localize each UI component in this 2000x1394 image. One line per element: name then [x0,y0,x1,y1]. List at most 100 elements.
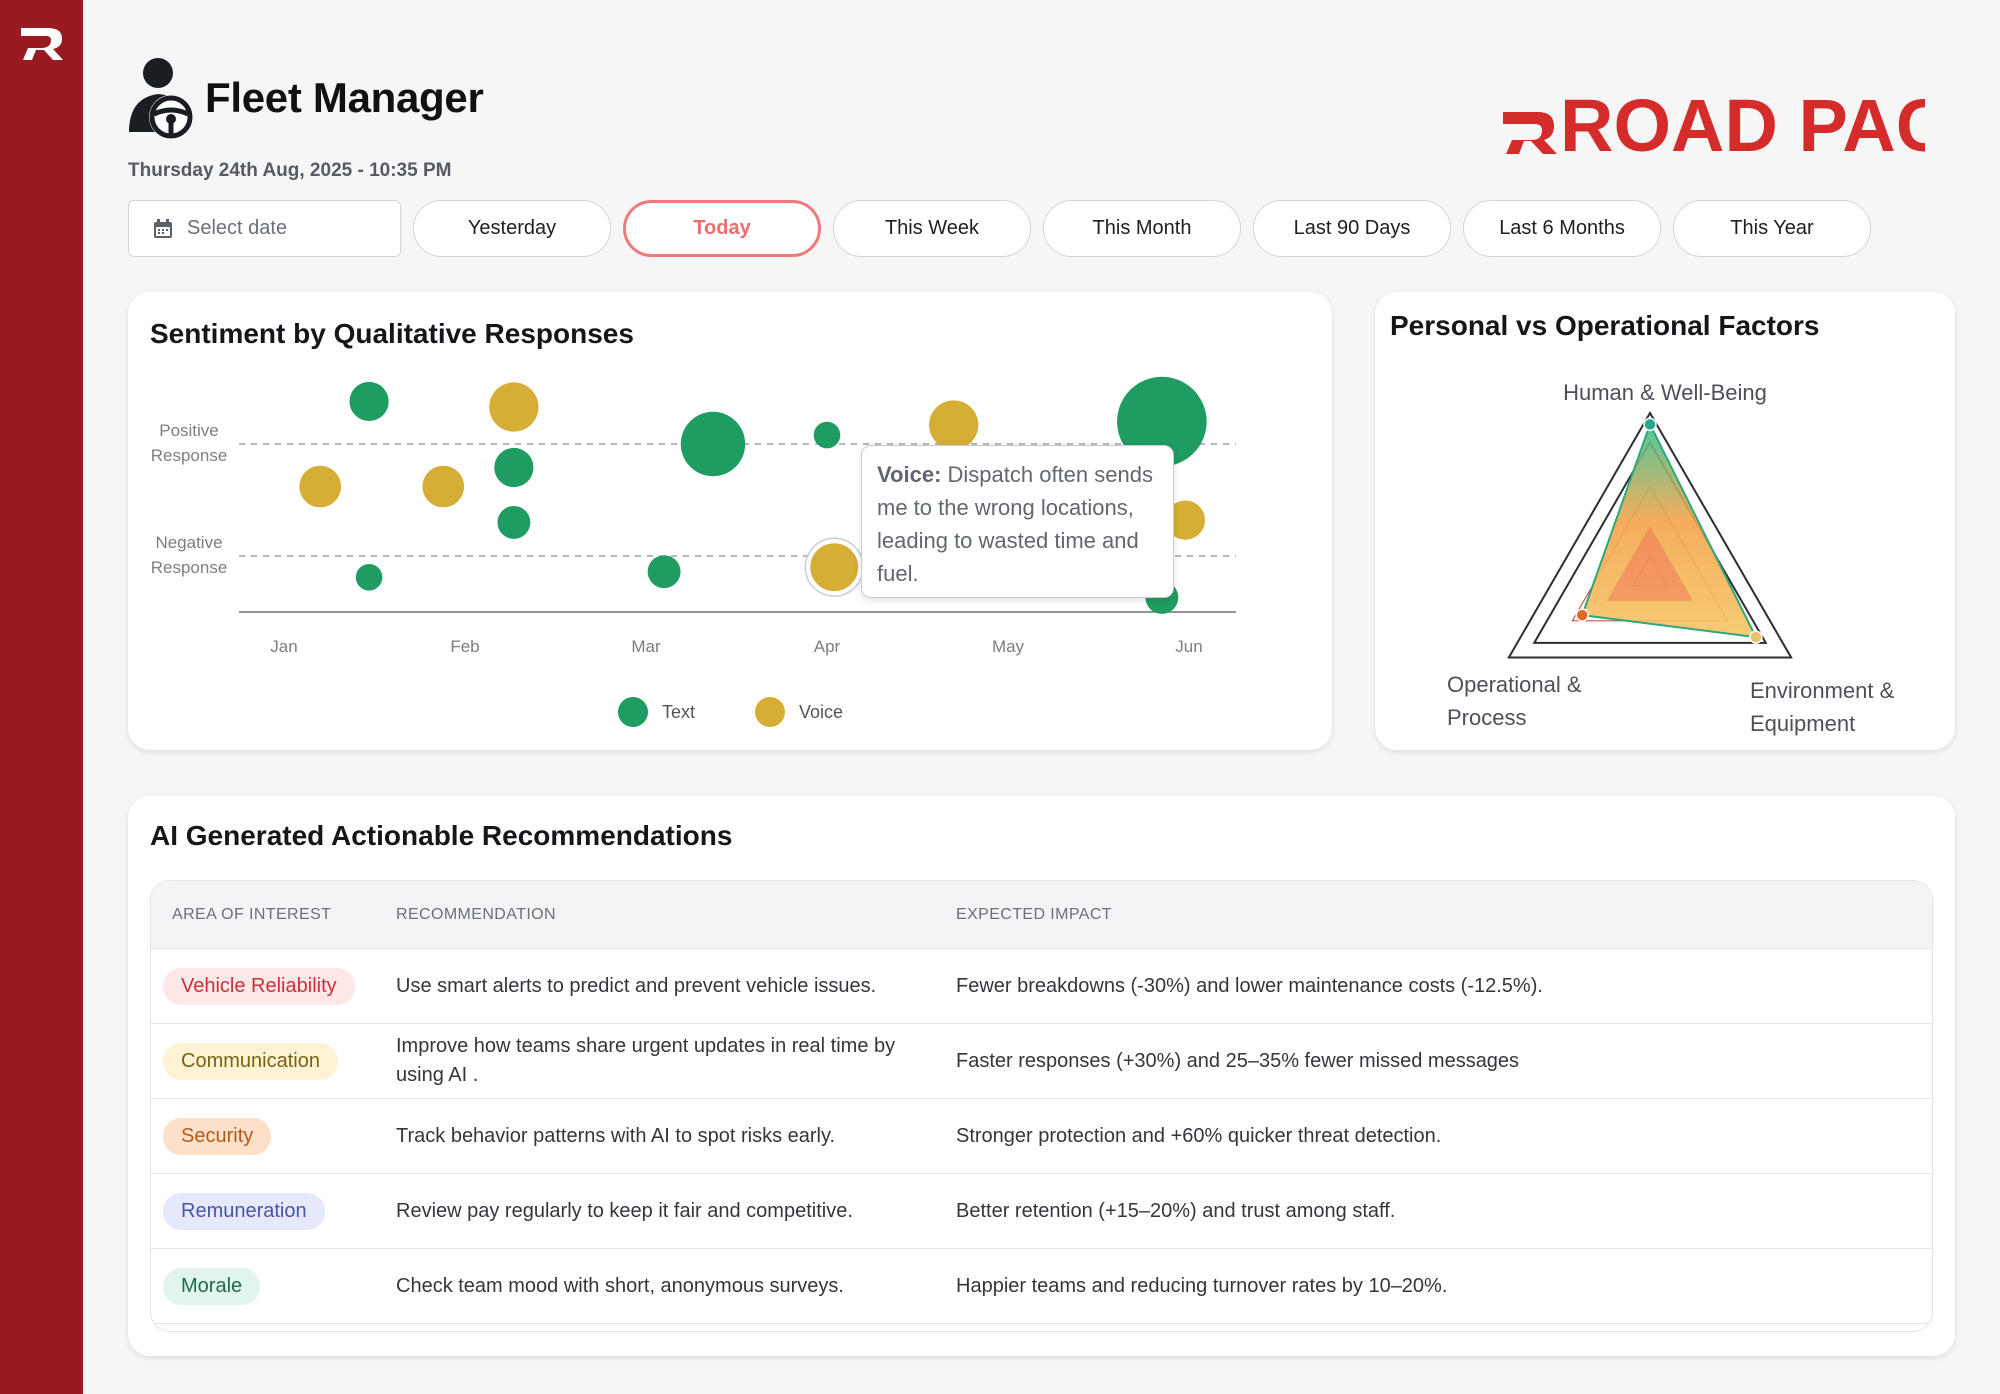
impact-cell: Stronger protection and +60% quicker thr… [956,1124,1442,1147]
legend-text-swatch [618,697,648,727]
filter-today[interactable]: Today [623,200,821,257]
brand-name: ROAD PACT [1560,88,1925,156]
y-tick-label: Negative Response [151,533,228,577]
date-picker-input[interactable]: Select date [128,200,401,257]
radar-axis-label: Environment & Equipment [1750,678,1895,736]
area-badge: Morale [163,1267,261,1305]
radar-axis-label-line: Equipment [1750,711,1855,736]
filter-yesterday[interactable]: Yesterday [413,200,611,257]
sentiment-card: Sentiment by Qualitative Responses Posit… [128,292,1332,750]
table-row[interactable]: Communication Improve how teams share urg… [151,1024,1932,1099]
area-cell: Morale [151,1267,396,1305]
legend-voice-swatch [755,697,786,727]
recommendation-cell: Improve how teams share urgent updates i… [396,1035,896,1086]
area-badge: Security [163,1117,272,1155]
voice-response-point[interactable] [422,465,465,508]
radar-data-area [1580,421,1758,639]
app-logo-icon[interactable] [18,20,66,62]
impact-cell: Happier teams and reducing turnover rate… [956,1274,1448,1297]
radar-axis-label: Human & Well-Being [1563,380,1767,405]
sidebar [0,0,83,1394]
text-response-point[interactable] [680,411,746,477]
page-header: Fleet Manager [127,54,484,142]
area-cell: Communication [151,1042,396,1080]
x-tick-label: Apr [814,637,841,656]
page-title: Fleet Manager [205,74,484,121]
radar-axis-label-line: Process [1447,705,1526,730]
table-row[interactable]: Remuneration Review pay regularly to keep… [151,1174,1932,1249]
chart-tooltip: Voice: Dispatch often sends me to the wr… [861,445,1174,598]
radar-axis-label-line: Environment & [1750,678,1895,703]
date-filter-bar: Select date Yesterday Today This Week Th… [128,200,1883,257]
legend-voice-label: Voice [799,701,844,722]
header-area: AREA OF INTEREST [172,905,332,923]
text-response-point[interactable] [813,421,841,449]
tooltip-text: Dispatch often sends me to the wrong loc… [877,462,1153,586]
table-row[interactable]: Security Track behavior patterns with AI … [151,1099,1932,1174]
text-response-point[interactable] [647,555,681,589]
filter-this-month[interactable]: This Month [1043,200,1241,257]
x-tick-label: Feb [450,637,479,656]
radar-data-point[interactable] [1749,630,1763,644]
current-datetime: Thursday 24th Aug, 2025 - 10:35 PM [128,160,452,181]
voice-response-point[interactable] [929,400,979,450]
radar-inner-area [1607,527,1693,601]
table-row[interactable]: Morale Check team mood with short, anonym… [151,1249,1932,1324]
area-cell: Security [151,1117,396,1155]
x-tick-label: Jun [1175,637,1202,656]
sentiment-title: Sentiment by Qualitative Responses [150,318,634,349]
tooltip-label: Voice: [877,462,942,487]
driver-icon [129,58,193,139]
y-tick-label: Positive Response [151,421,228,465]
voice-response-point[interactable] [299,465,342,508]
recommendation-cell: Review pay regularly to keep it fair and… [396,1199,853,1222]
calendar-icon [154,218,172,238]
radar-data-point[interactable] [1643,417,1657,432]
voice-response-point[interactable] [806,539,863,596]
sentiment-scatter-chart: Positive Response Negative Response Jan Feb Ma… [151,376,1236,656]
x-tick-label: Mar [631,637,661,656]
filter-this-year[interactable]: This Year [1673,200,1871,257]
area-badge: Vehicle Reliability [163,967,355,1005]
header-impact: EXPECTED IMPACT [956,905,1112,923]
filter-last-6-months[interactable]: Last 6 Months [1463,200,1661,257]
impact-cell: Faster responses (+30%) and 25–35% fewer… [956,1049,1520,1072]
legend-text-label: Text [662,701,696,722]
recommendation-cell: Track behavior patterns with AI to spot … [396,1124,836,1147]
text-response-point[interactable] [497,505,531,539]
radar-axis-label-line: Operational & [1447,672,1582,697]
x-tick-label: Jan [270,637,297,656]
radar-axis-label: Operational & Process [1447,672,1582,730]
impact-cell: Fewer breakdowns (-30%) and lower mainte… [956,974,1543,997]
area-cell: Remuneration [151,1192,396,1230]
text-response-point[interactable] [355,563,383,591]
impact-cell: Better retention (+15–20%) and trust amo… [956,1199,1396,1222]
radar-data-point[interactable] [1575,608,1589,622]
voice-response-point[interactable] [1165,500,1205,540]
table-row[interactable]: Vehicle Reliability Use smart alerts to p… [151,949,1932,1024]
brand-logo: ROAD PACT [1503,88,1925,156]
recommendations-table: AREA OF INTEREST RECOMMENDATION EXPECTED… [150,880,1933,1332]
x-tick-label: May [992,637,1025,656]
recommendation-cell: Check team mood with short, anonymous su… [396,1274,844,1297]
recommendations-card: AI Generated Actionable Recommendations … [128,796,1955,1356]
text-response-point[interactable] [1117,376,1207,467]
legend-voice[interactable]: Voice [755,697,843,727]
voice-response-point[interactable] [489,382,539,432]
filter-last-90-days[interactable]: Last 90 Days [1253,200,1451,257]
factors-radar-chart: Human & Well-Being Operational & Process En… [1447,380,1895,736]
radar-grid-ring [1507,410,1793,659]
recommendations-title: AI Generated Actionable Recommendations [150,820,733,851]
legend-text[interactable]: Text [618,697,695,727]
table-header: AREA OF INTEREST RECOMMENDATION EXPECTED… [151,881,1932,949]
date-input-placeholder: Select date [187,217,288,239]
y-tick-label-line: Positive [159,421,219,440]
y-tick-label-line: Response [151,446,228,465]
factors-title: Personal vs Operational Factors [1390,310,1820,341]
chart-legend: Text Voice [618,697,903,727]
text-response-point[interactable] [494,447,534,488]
recommendation-cell: Use smart alerts to predict and prevent … [396,974,877,997]
filter-this-week[interactable]: This Week [833,200,1031,257]
text-response-point[interactable] [349,381,389,422]
area-cell: Vehicle Reliability [151,967,396,1005]
